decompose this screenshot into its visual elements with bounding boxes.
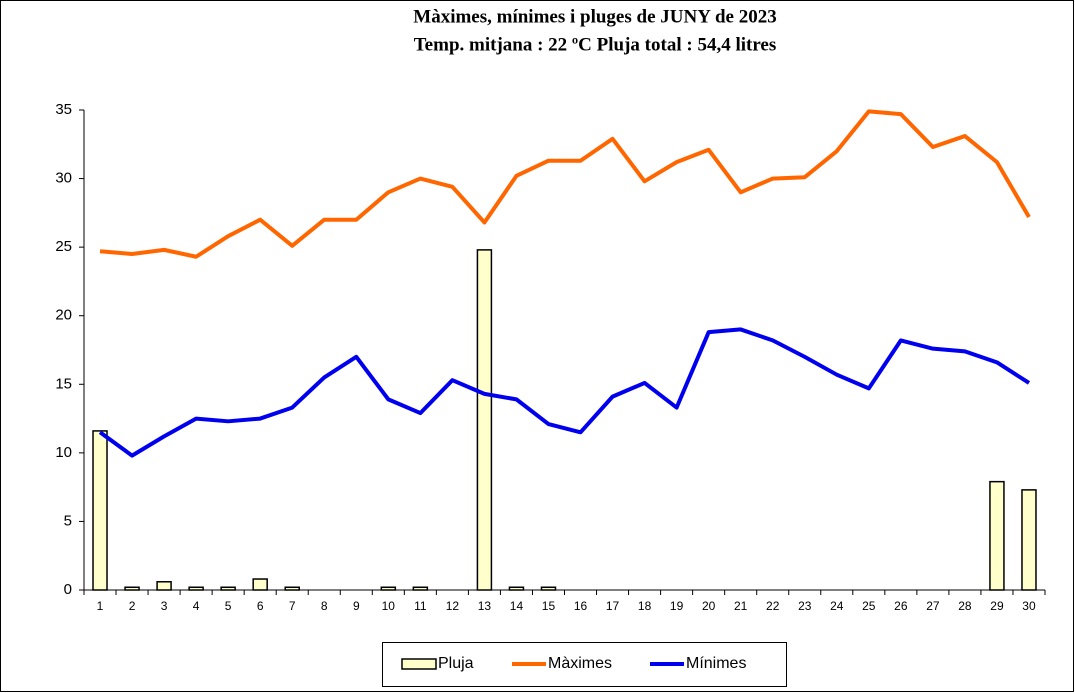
bar — [284, 586, 300, 591]
chart-subtitle: Temp. mitjana : 22 ºC Pluja total : 54,4… — [414, 34, 777, 55]
y-tick-label: 0 — [64, 581, 72, 598]
x-tick-label: 26 — [894, 599, 908, 613]
y-tick-label: 35 — [55, 101, 72, 118]
x-tick-label: 20 — [702, 599, 716, 613]
bar — [220, 586, 236, 591]
bar — [188, 586, 204, 591]
x-tick-label: 18 — [638, 599, 652, 613]
bar — [508, 586, 525, 591]
bar — [412, 586, 429, 591]
y-tick-label: 10 — [55, 444, 72, 461]
bar — [540, 586, 557, 591]
y-tick-label: 25 — [55, 238, 72, 255]
x-tick-label: 22 — [766, 599, 780, 613]
line — [98, 327, 1031, 458]
x-tick-label: 4 — [193, 599, 200, 613]
x-tick-label: 9 — [353, 599, 360, 613]
legend-label: Màximes — [548, 655, 612, 672]
x-tick-label: 11 — [414, 599, 427, 613]
x-tick-label: 29 — [990, 599, 1004, 613]
y-tick-label: 20 — [55, 307, 72, 324]
bar — [380, 586, 397, 591]
x-tick-label: 28 — [958, 599, 972, 613]
legend-label: Pluja — [438, 655, 474, 672]
x-tick-label: 5 — [225, 599, 232, 613]
x-tick-label: 19 — [670, 599, 684, 613]
y-tick-label: 5 — [64, 512, 72, 529]
x-tick-label: 17 — [606, 599, 620, 613]
x-tick-label: 30 — [1022, 599, 1036, 613]
bar — [989, 480, 1005, 591]
x-tick-label: 3 — [161, 599, 168, 613]
x-tick-label: 8 — [321, 599, 328, 613]
bar — [124, 586, 140, 591]
x-tick-label: 12 — [446, 599, 460, 613]
bar — [1021, 489, 1037, 591]
x-tick-label: 16 — [574, 599, 588, 613]
x-tick-label: 6 — [257, 599, 264, 613]
x-tick-label: 7 — [289, 599, 296, 613]
x-tick-label: 14 — [510, 599, 524, 613]
x-tick-label: 25 — [862, 599, 876, 613]
x-tick-label: 24 — [830, 599, 844, 613]
legend-label: Mínimes — [686, 655, 746, 672]
legend-box — [382, 642, 787, 687]
x-tick-label: 13 — [478, 599, 492, 613]
legend-swatch — [401, 658, 437, 670]
bar — [92, 430, 108, 591]
y-tick-label: 15 — [55, 375, 72, 392]
x-tick-label: 15 — [542, 599, 556, 613]
y-tick-label: 30 — [55, 170, 72, 187]
x-tick-label: 1 — [97, 599, 104, 613]
bar — [156, 581, 172, 591]
x-tick-label: 10 — [382, 599, 396, 613]
bar — [476, 249, 493, 591]
x-tick-label: 27 — [926, 599, 940, 613]
x-tick-label: 21 — [734, 599, 748, 613]
bar — [252, 578, 268, 591]
x-tick-label: 23 — [798, 599, 812, 613]
chart-title: Màximes, mínimes i pluges de JUNY de 202… — [413, 6, 776, 27]
x-tick-label: 2 — [129, 599, 136, 613]
line — [99, 109, 1031, 259]
